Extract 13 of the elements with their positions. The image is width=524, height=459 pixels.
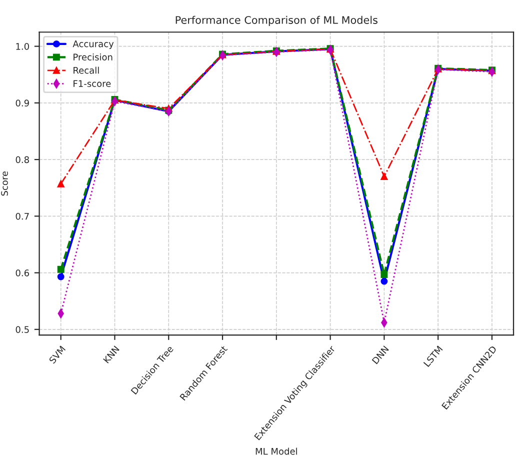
y-tick-label: 0.5 — [16, 326, 29, 333]
y-axis-title: Score — [1, 171, 8, 196]
y-tick-label: 0.6 — [16, 270, 30, 276]
legend-label: Recall — [74, 66, 99, 74]
legend-label: Precision — [74, 54, 112, 60]
y-tick-label: 0.9 — [16, 100, 29, 106]
y-tick-label: 1.0 — [16, 43, 29, 50]
x-axis-title: ML Model — [256, 448, 297, 455]
legend-label: Accuracy — [72, 40, 114, 49]
y-tick-label: 0.7 — [16, 212, 29, 220]
legend-label: F1-score — [74, 80, 111, 87]
chart-title: Performance Comparison of ML Models — [176, 16, 378, 26]
y-tick-label: 0.8 — [16, 156, 29, 164]
